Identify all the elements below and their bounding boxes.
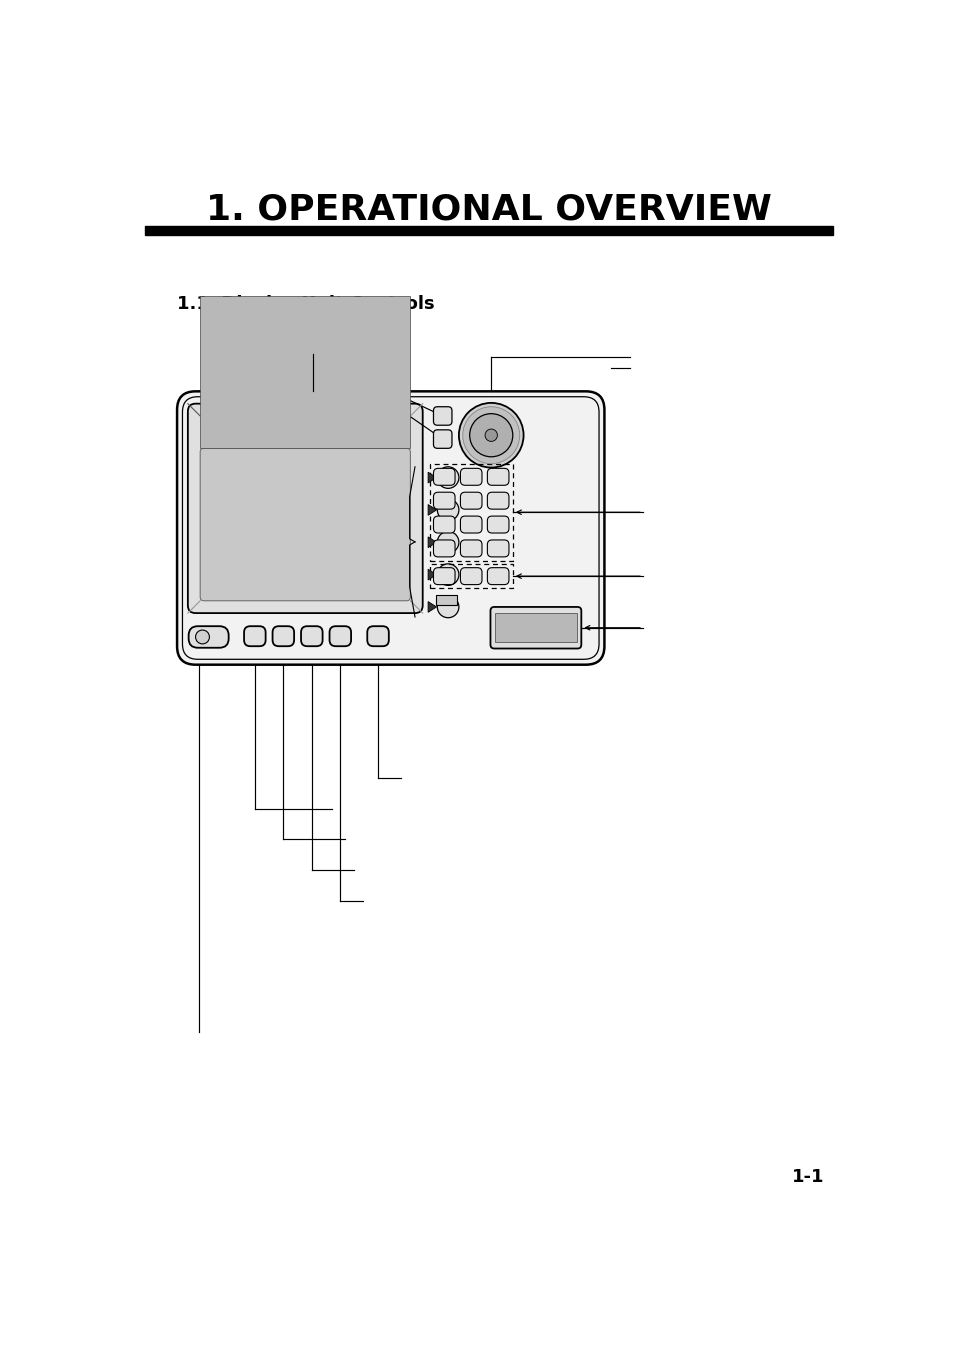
FancyBboxPatch shape bbox=[487, 568, 508, 584]
FancyBboxPatch shape bbox=[433, 517, 455, 533]
FancyBboxPatch shape bbox=[433, 492, 455, 509]
FancyBboxPatch shape bbox=[189, 626, 229, 648]
Circle shape bbox=[436, 596, 458, 618]
FancyBboxPatch shape bbox=[433, 468, 455, 486]
Circle shape bbox=[484, 429, 497, 441]
FancyBboxPatch shape bbox=[487, 517, 508, 533]
FancyBboxPatch shape bbox=[433, 407, 452, 425]
Circle shape bbox=[436, 532, 458, 553]
Circle shape bbox=[469, 414, 513, 457]
FancyBboxPatch shape bbox=[460, 540, 481, 557]
Bar bbox=[495, 612, 577, 642]
FancyBboxPatch shape bbox=[200, 448, 410, 600]
Circle shape bbox=[458, 403, 523, 468]
FancyBboxPatch shape bbox=[188, 403, 422, 612]
FancyBboxPatch shape bbox=[433, 430, 452, 448]
FancyBboxPatch shape bbox=[490, 607, 580, 649]
FancyBboxPatch shape bbox=[367, 626, 389, 646]
FancyBboxPatch shape bbox=[301, 626, 322, 646]
Circle shape bbox=[195, 630, 210, 643]
Text: 1. OPERATIONAL OVERVIEW: 1. OPERATIONAL OVERVIEW bbox=[206, 193, 771, 227]
FancyBboxPatch shape bbox=[433, 568, 455, 584]
Text: 1.1  Display Unit Controls: 1.1 Display Unit Controls bbox=[177, 295, 435, 313]
Polygon shape bbox=[428, 602, 436, 612]
Circle shape bbox=[436, 467, 458, 488]
Circle shape bbox=[462, 407, 519, 464]
Bar bbox=[200, 295, 410, 448]
Circle shape bbox=[436, 564, 458, 585]
Circle shape bbox=[436, 499, 458, 521]
FancyBboxPatch shape bbox=[460, 468, 481, 486]
FancyBboxPatch shape bbox=[460, 568, 481, 584]
FancyBboxPatch shape bbox=[433, 540, 455, 557]
Bar bbox=[145, 225, 832, 235]
FancyBboxPatch shape bbox=[460, 517, 481, 533]
FancyBboxPatch shape bbox=[487, 468, 508, 486]
Polygon shape bbox=[428, 505, 436, 515]
Polygon shape bbox=[428, 569, 436, 580]
FancyBboxPatch shape bbox=[460, 492, 481, 509]
FancyBboxPatch shape bbox=[177, 391, 604, 665]
Bar bbox=[429, 564, 513, 588]
FancyBboxPatch shape bbox=[487, 492, 508, 509]
FancyBboxPatch shape bbox=[329, 626, 351, 646]
Text: 1-1: 1-1 bbox=[791, 1168, 823, 1186]
FancyBboxPatch shape bbox=[487, 540, 508, 557]
Polygon shape bbox=[428, 472, 436, 483]
Bar bbox=[429, 464, 513, 561]
Bar bbox=[436, 595, 456, 606]
Polygon shape bbox=[428, 537, 436, 548]
FancyBboxPatch shape bbox=[244, 626, 265, 646]
FancyBboxPatch shape bbox=[273, 626, 294, 646]
